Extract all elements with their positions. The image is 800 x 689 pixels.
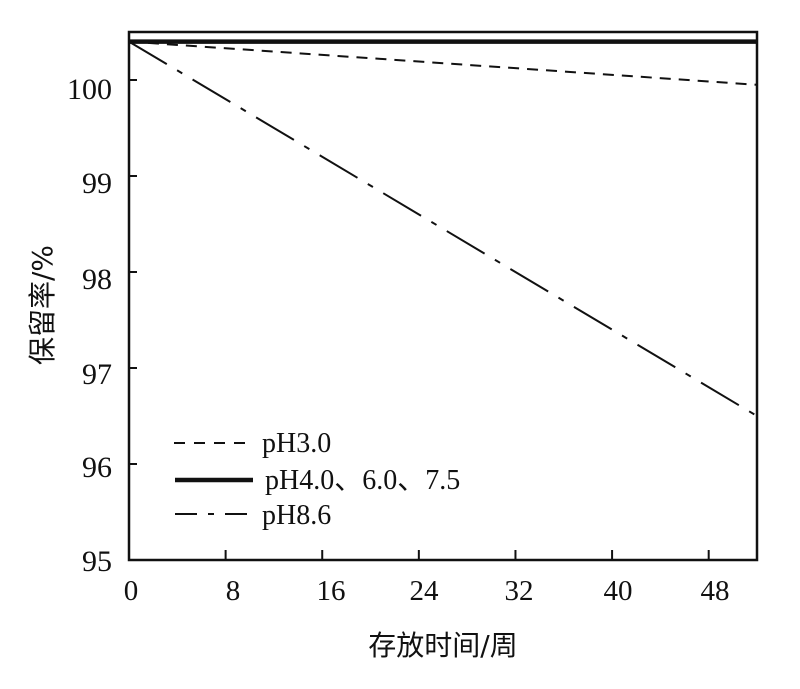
y-tick-label-100: 100 xyxy=(67,73,112,106)
plot-frame xyxy=(127,30,759,562)
x-tick-label-16: 16 xyxy=(317,575,346,607)
y-tick-label-98: 98 xyxy=(82,263,112,296)
series-lines xyxy=(128,39,758,417)
x-tick-label-32: 32 xyxy=(505,575,534,607)
x-tick-label-48: 48 xyxy=(701,575,730,607)
x-axis-ticks xyxy=(224,550,710,560)
x-tick-label-0: 0 xyxy=(124,575,139,607)
y-tick-label-96: 96 xyxy=(82,451,112,484)
y-axis-ticks xyxy=(129,79,137,465)
x-axis-title: 存放时间/周 xyxy=(368,629,517,662)
legend-label-ph4-6-7-5: pH4.0、6.0、7.5 xyxy=(265,465,460,496)
series-line-ph8-6 xyxy=(128,40,758,417)
legend-label-ph3-0: pH3.0 xyxy=(262,428,331,459)
y-tick-label-95: 95 xyxy=(82,545,112,578)
x-tick-label-40: 40 xyxy=(604,575,633,607)
y-axis-tick-labels: 100 99 98 97 96 95 xyxy=(67,73,112,578)
y-tick-label-99: 99 xyxy=(82,167,112,200)
legend-label-ph8-6: pH8.6 xyxy=(262,500,331,531)
series-line-ph3-0 xyxy=(128,40,758,86)
y-tick-label-97: 97 xyxy=(82,358,112,391)
y-axis-title: 保留率/% xyxy=(26,245,59,365)
x-axis-tick-labels: 0 8 16 24 32 40 48 xyxy=(124,575,730,607)
legend: pH3.0 pH4.0、6.0、7.5 pH8.6 xyxy=(174,428,460,531)
x-tick-label-24: 24 xyxy=(410,575,440,607)
x-tick-label-8: 8 xyxy=(226,575,241,607)
